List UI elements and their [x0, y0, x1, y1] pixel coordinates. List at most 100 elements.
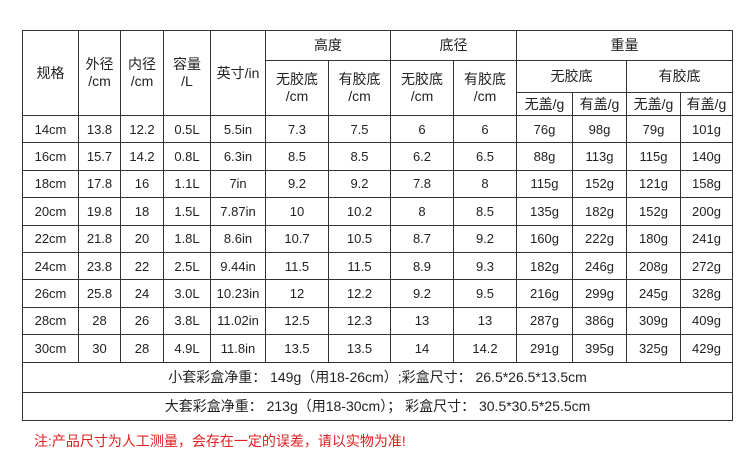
data-cell: 160g — [516, 224, 573, 253]
header-cell: 有胶底/cm — [453, 60, 517, 116]
data-cell: 9.44in — [210, 251, 266, 281]
data-cell: 6.3in — [210, 142, 266, 171]
data-cell: 18 — [120, 197, 164, 226]
data-cell: 386g — [572, 306, 627, 336]
data-cell: 8.7 — [390, 224, 454, 253]
header-text: 无胶底 — [276, 71, 318, 87]
data-cell: 6 — [390, 114, 454, 144]
data-cell: 272g — [680, 251, 733, 281]
data-cell: 245g — [626, 279, 681, 308]
data-cell: 115g — [626, 142, 681, 171]
data-cell: 309g — [626, 306, 681, 336]
header-text: 英寸/in — [216, 64, 260, 81]
data-cell: 101g — [680, 114, 733, 144]
data-cell: 16cm — [22, 142, 79, 171]
data-cell: 246g — [572, 251, 627, 281]
data-cell: 8.6in — [210, 224, 266, 253]
header-text: 无胶底 — [550, 68, 593, 84]
footer-row: 小套彩盒净重： 149g（用18-26cm）;彩盒尺寸： 26.5*26.5*1… — [22, 361, 733, 393]
data-cell: 6.2 — [390, 142, 454, 171]
header-text: 无盖/g — [524, 95, 565, 112]
data-row: 18cm 17.8 16 1.1L 7in 9.2 9.2 7.8 8 115g 152g 121g 1… — [22, 169, 733, 199]
data-cell: 10 — [265, 197, 329, 226]
footer-cell: 大套彩盒净重： 213g（用18-30cm）； 彩盒尺寸： 30.5*30.5*… — [22, 391, 733, 421]
header-text: 有盖/g — [686, 95, 727, 112]
data-cell: 7in — [210, 169, 266, 199]
data-cell: 28cm — [22, 306, 79, 336]
header-text: /cm — [473, 88, 497, 104]
data-cell: 8 — [390, 197, 454, 226]
data-cell: 152g — [626, 197, 681, 226]
data-cell: 17.8 — [78, 169, 121, 199]
header-cell: 无胶底 — [516, 60, 627, 93]
data-cell: 291g — [516, 334, 573, 363]
data-cell: 8 — [453, 169, 517, 199]
data-cell: 158g — [680, 169, 733, 199]
data-cell: 287g — [516, 306, 573, 336]
data-row: 30cm 30 28 4.9L 11.8in 13.5 13.5 14 14.2 291g 395g… — [22, 334, 733, 363]
data-cell: 13.5 — [328, 334, 391, 363]
data-cell: 3.0L — [163, 279, 211, 308]
header-cell: 英寸/in — [210, 30, 266, 116]
header-cell: 有胶底/cm — [328, 60, 391, 116]
header-cell: 外径/cm — [78, 30, 121, 116]
data-cell: 88g — [516, 142, 573, 171]
data-cell: 20cm — [22, 197, 79, 226]
header-row: 无胶底/cm 有胶底/cm 无胶底/cm 有胶底/cm 无胶底 有胶底 — [23, 60, 733, 116]
data-cell: 18cm — [22, 169, 79, 199]
header-cell: 有胶底 — [626, 60, 733, 93]
data-cell: 24 — [120, 279, 164, 308]
data-cell: 24cm — [22, 251, 79, 281]
data-row: 14cm 13.8 12.2 0.5L 5.5in 7.3 7.5 6 6 76g 98g 79g 10… — [22, 114, 733, 144]
data-cell: 10.7 — [265, 224, 329, 253]
header-text: 无盖/g — [633, 95, 674, 112]
data-cell: 13 — [453, 306, 517, 336]
data-cell: 299g — [572, 279, 627, 308]
data-cell: 1.8L — [163, 224, 211, 253]
data-cell: 23.8 — [78, 251, 121, 281]
note: 注:产品尺寸为人工测量，会存在一定的误差，请以实物为准! — [34, 433, 406, 449]
data-cell: 9.2 — [265, 169, 329, 199]
data-cell: 325g — [626, 334, 681, 363]
data-row: 26cm 25.8 24 3.0L 10.23in 12 12.2 9.2 9.5 216g 299… — [22, 279, 733, 308]
data-cell: 98g — [572, 114, 627, 144]
header-cell: 规格 — [22, 30, 79, 116]
footer-cell: 小套彩盒净重： 149g（用18-26cm）;彩盒尺寸： 26.5*26.5*1… — [22, 361, 733, 393]
data-cell: 9.2 — [453, 224, 517, 253]
data-cell: 140g — [680, 142, 733, 171]
data-cell: 9.2 — [390, 279, 454, 308]
header-text: /cm — [88, 73, 111, 89]
data-cell: 1.1L — [163, 169, 211, 199]
data-cell: 409g — [680, 306, 733, 336]
size-table: 规格 外径/cm 内径/cm 容量/L 英寸/in 高度 底径 重量 无胶底/cm 有胶底/cm 无… — [22, 30, 733, 421]
data-row: 28cm 28 26 3.8L 11.02in 12.5 12.3 13 13 287g 386g 3… — [22, 306, 733, 336]
data-cell: 7.3 — [265, 114, 329, 144]
data-cell: 7.8 — [390, 169, 454, 199]
data-cell: 10.23in — [210, 279, 266, 308]
header-cell: 无盖/g — [626, 92, 681, 116]
data-cell: 200g — [680, 197, 733, 226]
data-cell: 9.3 — [453, 251, 517, 281]
data-cell: 20 — [120, 224, 164, 253]
data-cell: 11.5 — [265, 251, 329, 281]
data-cell: 222g — [572, 224, 627, 253]
data-cell: 429g — [680, 334, 733, 363]
data-cell: 13 — [390, 306, 454, 336]
data-cell: 22 — [120, 251, 164, 281]
data-row: 16cm 15.7 14.2 0.8L 6.3in 8.5 8.5 6.2 6.5 88g 113g… — [22, 142, 733, 171]
header-text: /cm — [410, 88, 434, 104]
header-text: 有胶底 — [338, 71, 381, 87]
data-cell: 11.02in — [210, 306, 266, 336]
data-cell: 22cm — [22, 224, 79, 253]
data-cell: 14.2 — [120, 142, 164, 171]
header-text: /cm — [348, 88, 371, 104]
data-cell: 8.5 — [453, 197, 517, 226]
data-cell: 9.2 — [328, 169, 391, 199]
header-cell: 有盖/g — [680, 92, 733, 116]
data-cell: 14cm — [22, 114, 79, 144]
header-text: 高度 — [314, 37, 342, 53]
data-cell: 0.8L — [163, 142, 211, 171]
header-text: 有胶底 — [658, 68, 701, 84]
data-cell: 30 — [78, 334, 121, 363]
data-cell: 180g — [626, 224, 681, 253]
